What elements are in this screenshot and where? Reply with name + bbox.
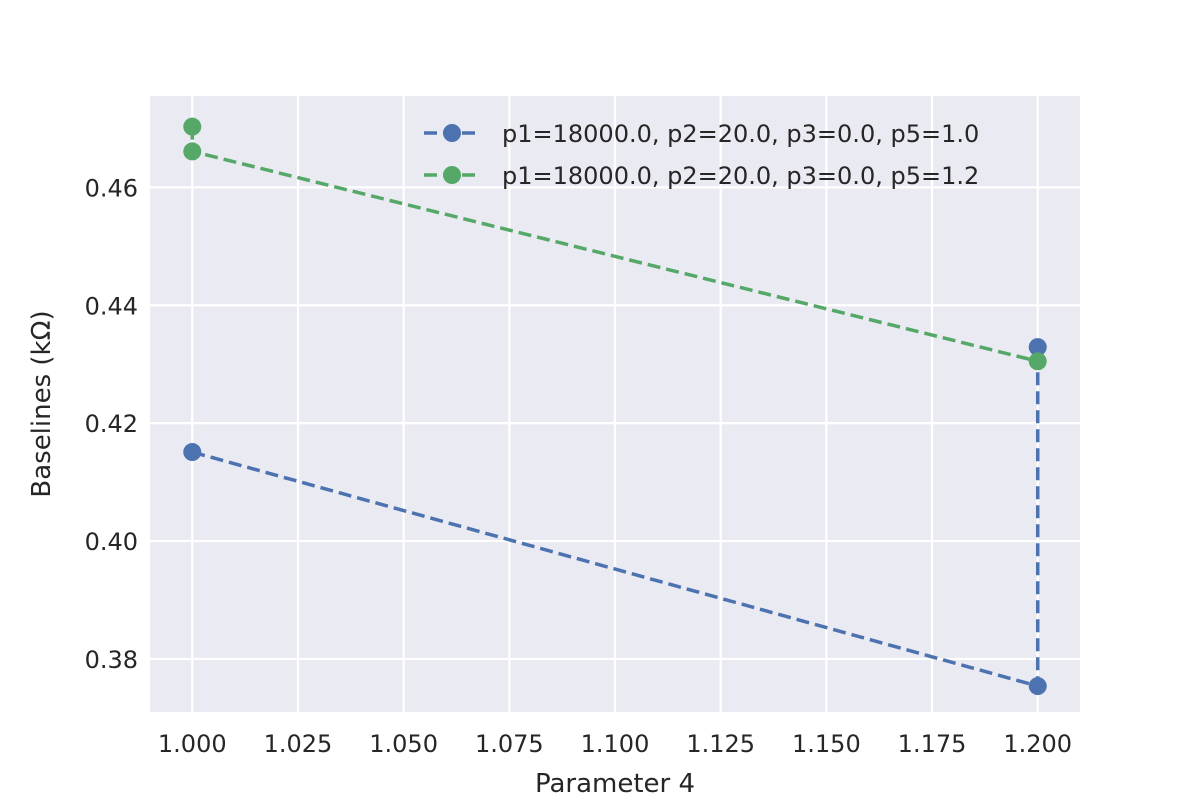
x-tick-label: 1.200 [1003,730,1072,758]
legend-label-1: p1=18000.0, p2=20.0, p3=0.0, p5=1.0 [502,120,979,148]
y-tick-label: 0.38 [85,646,138,674]
y-tick-label: 0.42 [85,410,138,438]
y-axis-label: Baselines (kΩ) [27,310,57,497]
grid [150,96,1080,712]
x-tick-label: 1.175 [898,730,967,758]
x-tick-label: 1.050 [369,730,438,758]
series-2-point [1028,352,1047,371]
x-tick-label: 1.150 [792,730,861,758]
series-1-point [1028,677,1047,696]
x-tick-label: 1.025 [264,730,333,758]
legend-marker-2 [443,166,461,184]
y-tick-labels: 0.38 0.40 0.42 0.44 0.46 [85,174,138,674]
x-tick-label: 1.075 [475,730,544,758]
x-tick-label: 1.125 [686,730,755,758]
x-tick-labels: 1.000 1.025 1.050 1.075 1.100 1.125 1.150 1.175… [158,730,1072,758]
x-tick-label: 1.000 [158,730,227,758]
legend: p1=18000.0, p2=20.0, p3=0.0, p5=1.0 p1=18… [424,120,979,190]
series-1-point [1028,338,1047,357]
y-tick-label: 0.40 [85,528,138,556]
x-axis-label: Parameter 4 [535,769,695,799]
x-tick-label: 1.100 [581,730,650,758]
legend-marker-1 [443,124,461,142]
y-tick-label: 0.46 [85,174,138,202]
series-group [183,117,1047,696]
y-tick-label: 0.44 [85,292,138,320]
legend-label-2: p1=18000.0, p2=20.0, p3=0.0, p5=1.2 [502,162,979,190]
series-2-point [183,117,202,136]
series-1-point [183,443,202,462]
series-2-point [183,142,202,161]
